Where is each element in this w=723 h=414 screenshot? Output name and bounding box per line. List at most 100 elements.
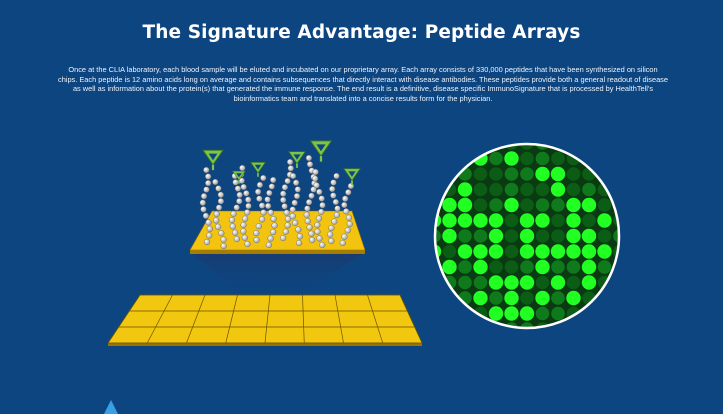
fluorescent-spot [535, 259, 550, 275]
peptide-bead [241, 234, 248, 241]
peptide-bead [256, 181, 263, 188]
fluorescent-spot [582, 182, 596, 197]
peptide-bead [236, 198, 243, 205]
fluorescent-spot [613, 291, 618, 305]
peptide-bead [293, 179, 300, 186]
fluorescent-spot [550, 166, 566, 182]
fluorescent-spot [613, 151, 618, 166]
peptide-bead [314, 228, 321, 235]
peptide-bead [267, 235, 274, 242]
fluorescent-spot [504, 213, 519, 228]
page-title: The Signature Advantage: Peptide Arrays [142, 22, 581, 43]
fluorescent-spot [488, 244, 504, 259]
peptide-bead [344, 227, 351, 234]
peptide-bead [233, 235, 240, 243]
peptide-bead [203, 238, 211, 246]
fluorescent-spot [597, 260, 612, 274]
peptide-bead [303, 211, 310, 218]
peptide-bead [305, 154, 312, 162]
peptide-bead [255, 223, 262, 230]
peptide-bead [319, 202, 326, 209]
peptide-bead [267, 209, 274, 216]
fluorescent-spot [442, 228, 457, 244]
peptide-bead [310, 186, 317, 193]
peptide-bead [309, 236, 316, 244]
fluorescent-spot [519, 306, 535, 321]
fluorescent-spot [520, 198, 534, 212]
fluorescent-spot [535, 182, 550, 197]
fluorescent-spot [473, 198, 488, 212]
peptide-bead [215, 185, 222, 192]
fluorescent-spot [566, 145, 581, 150]
peptide-bead [242, 215, 249, 222]
antibody-icon [250, 162, 266, 177]
fluorescent-spot [488, 306, 504, 321]
peptide-bead [205, 219, 212, 226]
peptide-bead [293, 193, 301, 200]
fluorescent-spot [504, 151, 519, 166]
peptide-bead [289, 213, 296, 220]
fluorescent-spot [473, 275, 488, 290]
fluorescent-spot [535, 244, 550, 259]
fluorescent-spot [473, 290, 488, 306]
peptide-bead [212, 178, 219, 186]
fluorescent-spot [504, 244, 519, 259]
peptide-bead [271, 222, 278, 229]
fluorescent-spot [520, 322, 534, 327]
fluorescent-spot [473, 259, 488, 275]
peptide-bead [328, 224, 335, 232]
peptide-bead [281, 184, 288, 191]
peptide-bead [312, 175, 319, 182]
fluorescent-spot [489, 182, 503, 197]
fluorescent-spot [566, 244, 581, 259]
fluorescent-spot [519, 228, 535, 244]
peptide-bead [345, 214, 353, 221]
fluorescent-spot [473, 229, 488, 243]
peptide-bead [220, 236, 227, 243]
peptide-bead [253, 236, 260, 244]
fluorescent-spot [457, 182, 473, 197]
antibody-icon [232, 170, 246, 184]
peptide-bead [332, 198, 339, 206]
fluorescent-spot [473, 145, 488, 150]
fluorescent-spot [436, 244, 442, 259]
fluorescent-spot [436, 213, 442, 228]
peptide-bead [213, 217, 220, 224]
peptide-bead [346, 220, 353, 228]
peptide-bead [229, 223, 236, 230]
peptide-bead [255, 188, 262, 195]
fluorescent-spot [582, 145, 596, 150]
peptide-bead [339, 239, 346, 247]
peptide-bead [319, 241, 326, 249]
peptide-bead [308, 230, 315, 237]
fluorescent-spot [581, 275, 597, 290]
fluorescent-spot [504, 182, 519, 197]
fluorescent-spot [489, 291, 503, 305]
fluorescent-spot [535, 322, 550, 327]
antibody-icon [202, 149, 224, 171]
antibody-group [202, 140, 361, 185]
fluorescent-spot [550, 182, 566, 197]
fluorescent-spot [489, 151, 503, 166]
peptide-bead [341, 233, 348, 240]
fluorescent-spot [597, 151, 612, 166]
fluorescent-spot [442, 322, 457, 327]
fluorescent-spot [488, 213, 504, 228]
peptide-bead [270, 228, 277, 236]
fluorescent-spot [597, 322, 612, 327]
peptide-bead [313, 182, 320, 189]
fluorescent-spot [551, 229, 565, 243]
fluorescent-spot [597, 229, 612, 243]
peptide-bead [345, 189, 352, 196]
peptide-bead [245, 202, 252, 210]
antibody-icon [288, 151, 306, 168]
fluorescent-spot [520, 260, 534, 274]
fluorescent-spot [613, 167, 618, 181]
fluorescent-spot [613, 244, 618, 259]
peptide-bead [217, 198, 224, 205]
fluorescent-spot [473, 322, 488, 327]
fluorescent-spot [504, 306, 519, 321]
fluorescent-spot [520, 182, 534, 197]
peptide-bead [291, 199, 298, 206]
peptide-bead [232, 179, 239, 186]
